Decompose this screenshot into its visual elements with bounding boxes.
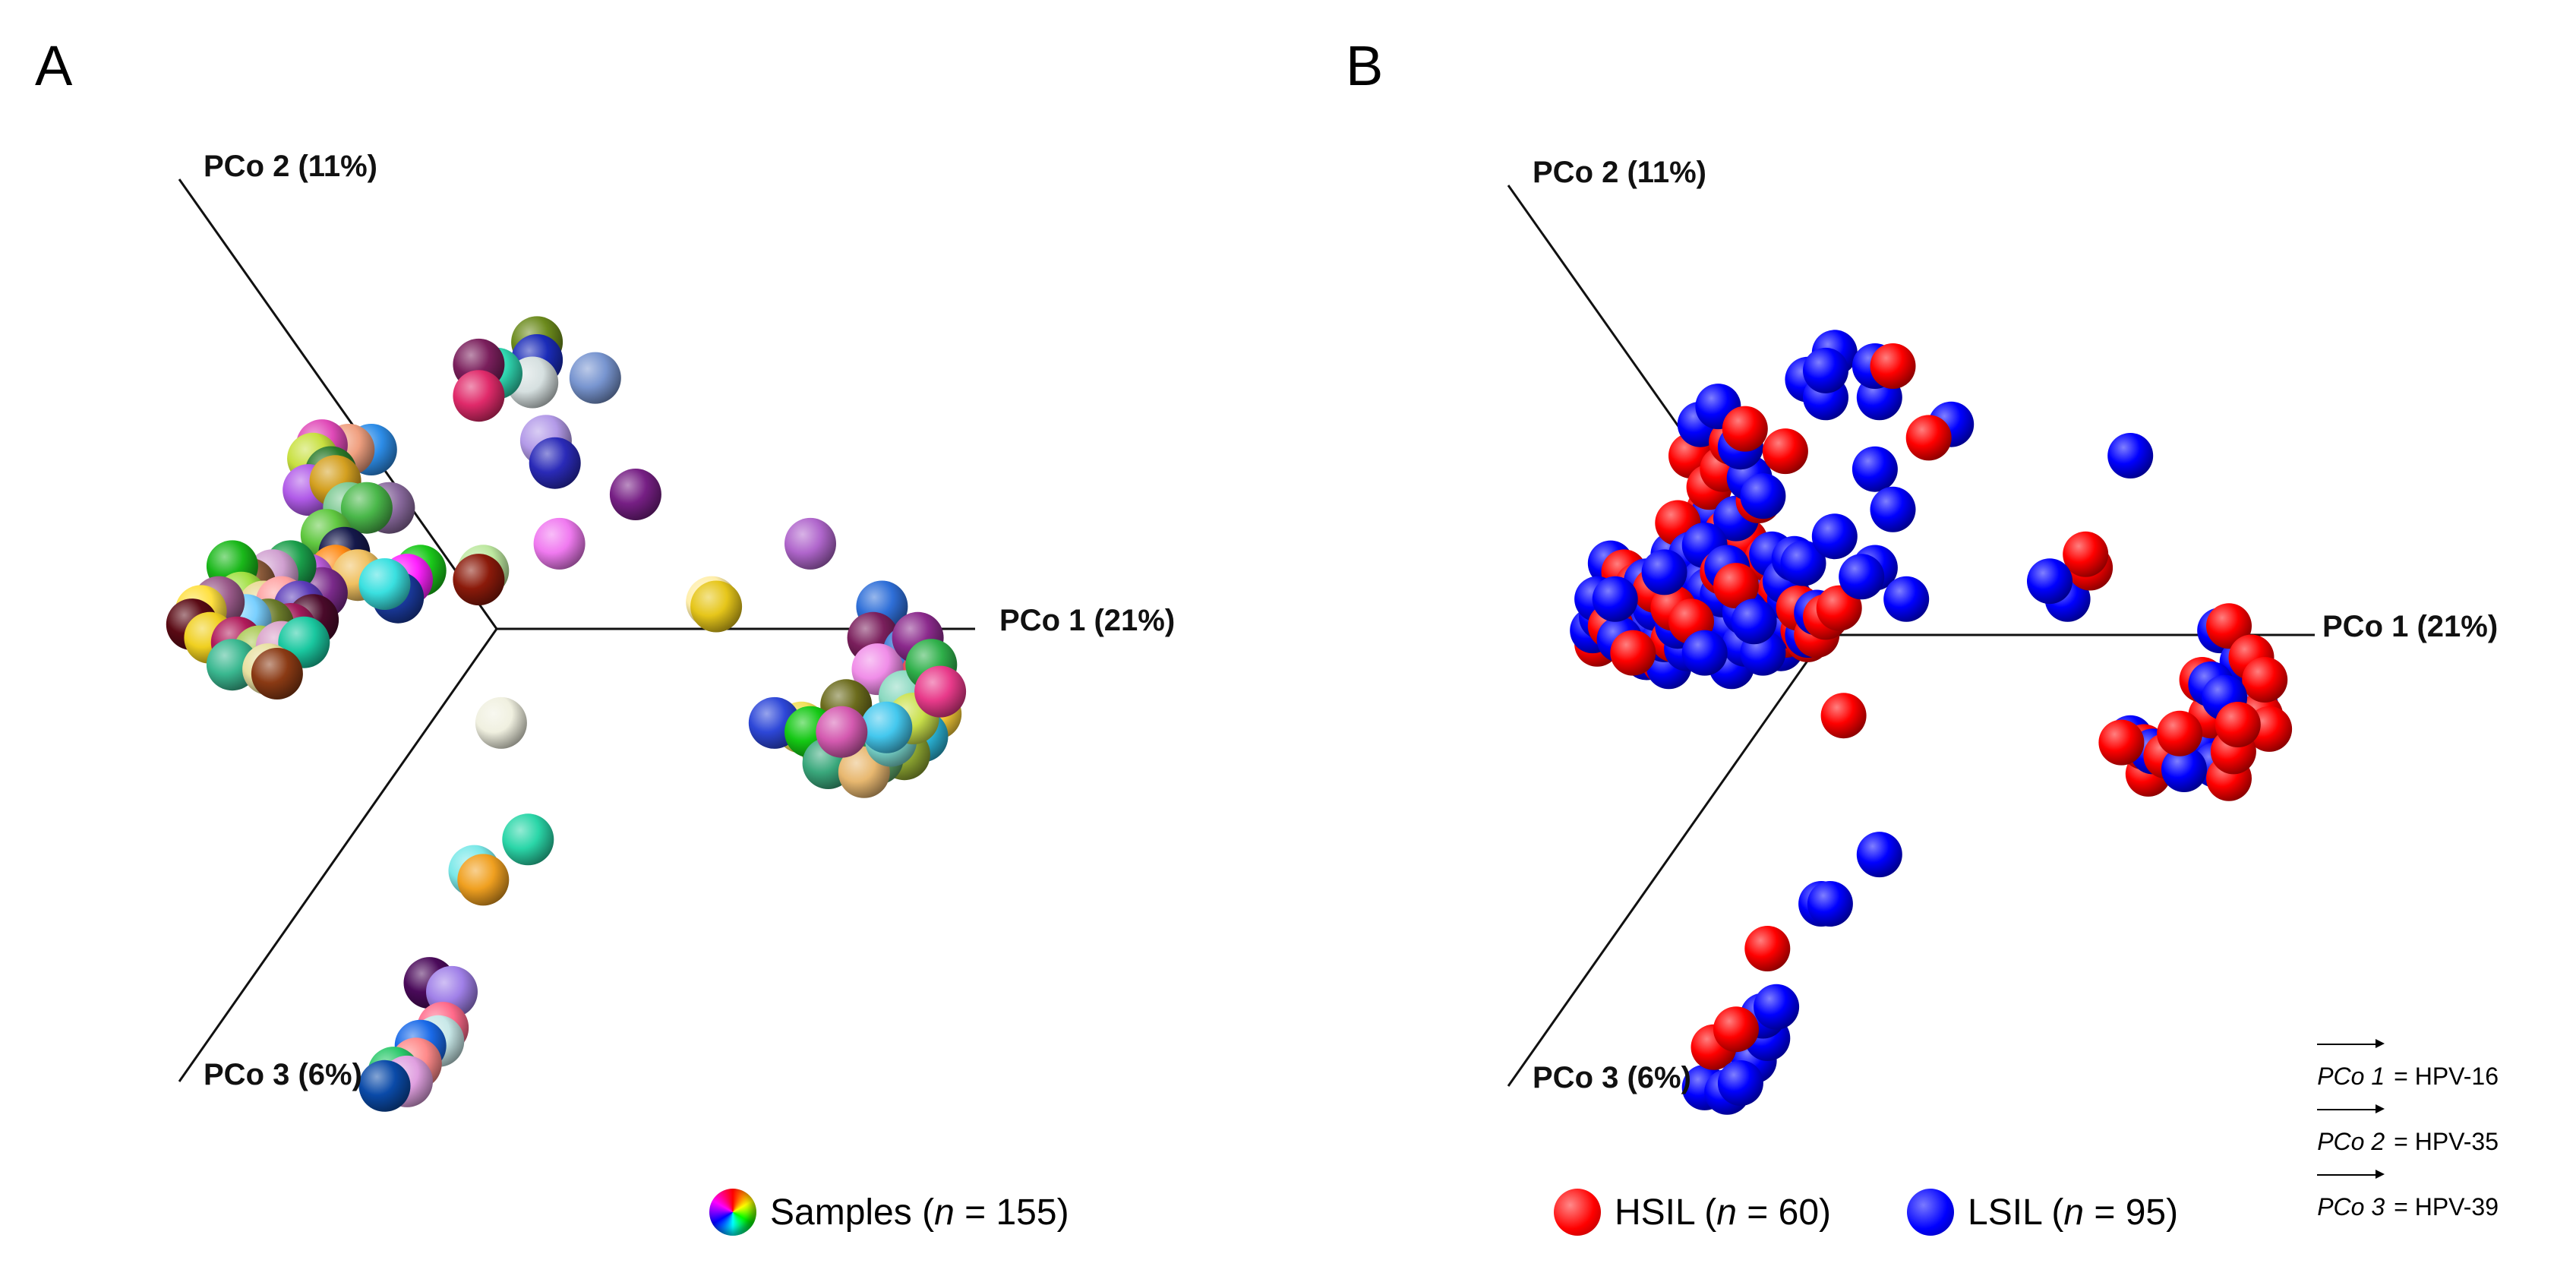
sample-point: [816, 706, 868, 758]
vector-key-row: PCo 3 = HPV-39: [2317, 1170, 2499, 1235]
sample-point: [914, 665, 967, 718]
lsil-point: [1641, 549, 1687, 595]
lsil-point: [1780, 540, 1826, 586]
vector-key-value: = HPV-16: [2394, 1063, 2499, 1090]
lsil-point: [1856, 832, 1902, 878]
pco1-axis-label: PCo 1 (21%): [2322, 610, 2498, 643]
lsil-point: [1870, 486, 1916, 532]
panel-a-label: A: [35, 34, 73, 97]
lsil-point: [1754, 984, 1800, 1030]
lsil-point: [1811, 513, 1858, 560]
lsil-point: [1807, 881, 1853, 927]
hsil-point: [1610, 630, 1656, 676]
hsil-point: [1713, 1006, 1759, 1053]
legend-samples-text: Samples (n = 155): [770, 1192, 1069, 1233]
vector-key: PCo 1 = HPV-16 PCo 2 = HPV-35 PCo 3 = HP…: [2317, 1039, 2499, 1235]
vector-key-value: = HPV-35: [2394, 1128, 2499, 1155]
legend-hsil: HSIL (n = 60): [1554, 1189, 1831, 1236]
vector-key-vector: PCo 1: [2317, 1039, 2385, 1104]
hsil-point: [2063, 531, 2109, 577]
panel-a: A PCo 2 (11%) PCo 1 (21%) PCo 3 (6%) Sam…: [35, 34, 1175, 1236]
lsil-point: [1839, 554, 1885, 600]
sample-point: [502, 813, 554, 866]
hsil-point: [1816, 585, 1862, 631]
lsil-point: [1883, 576, 1930, 622]
vector-key-vector: PCo 2: [2317, 1104, 2385, 1170]
legend-samples: Samples (n = 155): [709, 1189, 1069, 1236]
sample-point: [358, 1060, 411, 1112]
hsil-point: [1713, 563, 1759, 609]
hsil-point: [2215, 702, 2261, 747]
lsil-point: [2161, 747, 2207, 792]
pco3-axis-line: [178, 628, 498, 1082]
pcoa-plot-a: PCo 2 (11%) PCo 1 (21%) PCo 3 (6%): [166, 150, 1175, 1112]
lsil-point: [1803, 347, 1848, 393]
hsil-point: [1762, 428, 1808, 475]
sample-point: [784, 517, 836, 570]
lsil-point: [1740, 473, 1786, 519]
lsil-point: [2107, 433, 2154, 478]
pco3-axis-label: PCo 3 (6%): [204, 1058, 362, 1091]
hsil-point: [1722, 406, 1768, 452]
pco3-axis-label: PCo 3 (6%): [1533, 1061, 1691, 1094]
sample-point: [453, 370, 505, 422]
sample-point: [251, 648, 303, 700]
lsil-point: [1681, 630, 1728, 676]
hsil-point: [1744, 926, 1791, 971]
lsil-point: [2027, 558, 2072, 605]
sample-point: [340, 482, 393, 534]
sample-point: [690, 580, 743, 633]
group-points: [1570, 330, 2293, 1115]
pco2-axis-line: [178, 178, 498, 630]
sample-point: [860, 701, 913, 753]
hsil-swatch-icon: [1554, 1189, 1601, 1236]
pco2-axis-label: PCo 2 (11%): [1533, 156, 1706, 189]
sample-point: [569, 352, 621, 404]
sample-point: [475, 696, 527, 749]
vector-key-row: PCo 1 = HPV-16: [2317, 1039, 2499, 1104]
hsil-point: [2157, 710, 2203, 756]
sample-point: [358, 558, 411, 610]
hsil-point: [1820, 693, 1867, 739]
sample-point: [457, 854, 510, 906]
pco2-axis-label: PCo 2 (11%): [204, 150, 377, 183]
hsil-point: [2098, 719, 2145, 766]
vector-key-value: = HPV-39: [2394, 1193, 2499, 1221]
sample-point: [529, 437, 581, 489]
legend-groups: HSIL (n = 60) LSIL (n = 95): [1554, 1189, 2254, 1236]
pco3-axis-line: [1507, 634, 1827, 1087]
legend-hsil-text: HSIL (n = 60): [1615, 1192, 1832, 1233]
hsil-point: [2206, 603, 2252, 649]
lsil-point: [1852, 446, 1898, 492]
lsil-point: [1717, 1060, 1763, 1106]
sample-point: [453, 554, 505, 606]
vector-key-row: PCo 2 = HPV-35: [2317, 1104, 2499, 1170]
vector-key-vector: PCo 3: [2317, 1170, 2385, 1235]
samples-swatch-icon: [709, 1189, 756, 1236]
legend-lsil-text: LSIL (n = 95): [1968, 1192, 2179, 1233]
lsil-swatch-icon: [1907, 1189, 1955, 1236]
sample-points: [166, 316, 967, 1112]
lsil-point: [1731, 598, 1777, 645]
lsil-point: [1592, 576, 1638, 622]
legend-lsil: LSIL (n = 95): [1907, 1189, 2178, 1236]
sample-point: [533, 517, 586, 570]
hsil-point: [1870, 343, 1916, 389]
pcoa-plot-b: PCo 2 (11%) PCo 1 (21%) PCo 3 (6%): [1507, 156, 2498, 1115]
pco1-axis-label: PCo 1 (21%): [999, 604, 1175, 637]
panel-b-label: B: [1346, 34, 1384, 97]
panel-b: B PCo 2 (11%) PCo 1 (21%) PCo 3 (6%) HSI…: [1288, 0, 2576, 1279]
sample-point: [609, 469, 661, 520]
hsil-point: [1905, 415, 1952, 461]
hsil-point: [2242, 657, 2288, 703]
